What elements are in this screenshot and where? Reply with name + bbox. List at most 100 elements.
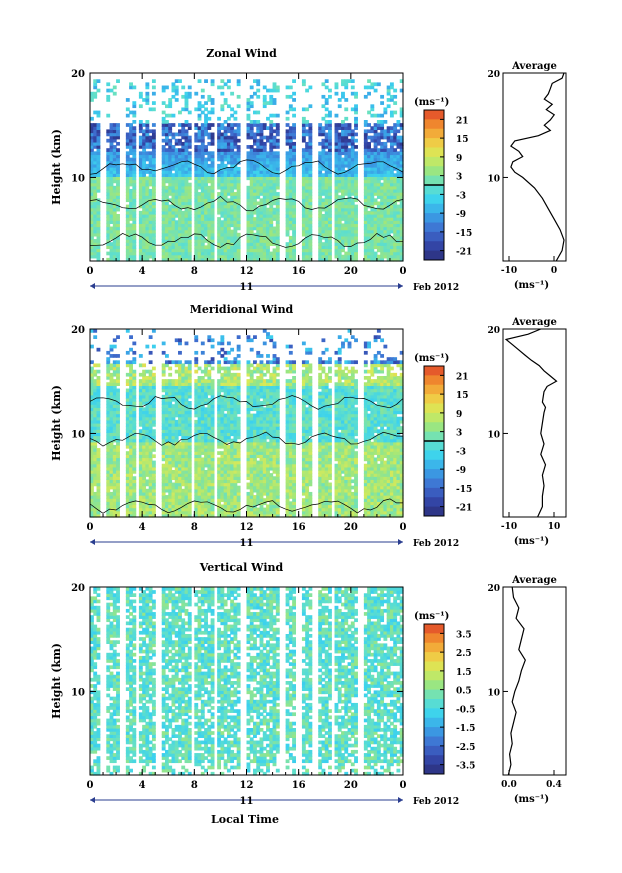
heatmap-cell — [318, 151, 323, 156]
heatmap-cell — [93, 476, 98, 480]
heatmap-cell — [324, 210, 329, 215]
heatmap-cell — [370, 82, 375, 87]
heatmap-cell — [197, 407, 202, 412]
heatmap-cell — [233, 223, 238, 228]
heatmap-cell — [292, 214, 297, 218]
heatmap-cell — [207, 123, 212, 127]
colorbar-unit: (ms⁻¹) — [414, 97, 449, 108]
heatmap-cell — [210, 192, 215, 196]
heatmap-cell — [266, 251, 270, 256]
heatmap-cell — [194, 198, 199, 203]
heatmap-cell — [116, 463, 120, 468]
heatmap-cell — [236, 145, 241, 149]
heatmap-cell — [109, 501, 114, 506]
heatmap-cell — [112, 151, 117, 156]
heatmap-cell — [210, 495, 215, 499]
heatmap-cell — [187, 457, 192, 462]
heatmap-cell — [106, 173, 111, 177]
heatmap-cell — [347, 192, 352, 196]
heatmap-cell — [328, 192, 332, 196]
colorbar-tick-label: 9 — [456, 154, 462, 164]
heatmap-cell — [253, 248, 257, 253]
heatmap-cell — [399, 257, 404, 262]
heatmap-cell — [266, 207, 270, 212]
heatmap-cell — [272, 113, 277, 118]
heatmap-cell — [328, 126, 332, 130]
heatmap-cell — [328, 157, 332, 162]
heatmap-cell — [187, 248, 192, 253]
heatmap-cell — [151, 413, 156, 418]
heatmap-cell — [142, 148, 147, 152]
heatmap-cell — [275, 141, 280, 146]
heatmap-cell — [288, 239, 293, 243]
heatmap-cell — [288, 223, 293, 228]
heatmap-cell — [138, 123, 143, 127]
heatmap-cell — [174, 138, 179, 143]
heatmap-cell — [194, 338, 199, 343]
heatmap-cell — [262, 257, 267, 262]
heatmap-cell — [253, 251, 257, 256]
heatmap-cell — [161, 451, 166, 455]
heatmap-cell — [178, 429, 182, 433]
heatmap-cell — [116, 192, 120, 196]
heatmap-cell — [106, 192, 111, 196]
heatmap-cell — [116, 501, 120, 506]
heatmap-cell — [109, 188, 114, 193]
heatmap-cell — [226, 85, 231, 90]
heatmap-cell — [354, 91, 358, 96]
heatmap-cell — [269, 138, 274, 143]
heatmap-cell — [168, 245, 173, 250]
heatmap-cell — [246, 223, 251, 228]
heatmap-cell — [370, 204, 375, 209]
heatmap-cell — [151, 466, 156, 471]
heatmap-cell — [138, 254, 143, 259]
heatmap-cell — [161, 513, 166, 518]
heatmap-cell — [308, 192, 313, 196]
heatmap-cell — [207, 235, 212, 240]
heatmap-cell — [197, 116, 202, 121]
heatmap-cell — [337, 245, 342, 250]
heatmap-cell — [174, 379, 179, 383]
heatmap-cell — [109, 141, 114, 146]
heatmap-cell — [236, 173, 241, 177]
heatmap-cell — [142, 141, 147, 146]
heatmap-cell — [269, 185, 274, 190]
heatmap-cell — [194, 157, 199, 162]
heatmap-cell — [174, 151, 179, 156]
heatmap-cell — [350, 188, 355, 193]
heatmap-cell — [233, 154, 238, 159]
heatmap-cell — [129, 510, 133, 515]
heatmap-cell — [125, 479, 130, 484]
heatmap-cell — [125, 151, 130, 156]
heatmap-cell — [354, 138, 358, 143]
heatmap-cell — [399, 113, 404, 118]
heatmap-cell — [207, 167, 212, 171]
heatmap-cell — [285, 151, 290, 156]
heatmap-cell — [112, 226, 117, 231]
heatmap-cell — [178, 163, 182, 168]
heatmap-cell — [142, 476, 147, 480]
heatmap-cell — [223, 192, 228, 196]
heatmap-cell — [334, 154, 339, 159]
heatmap-cell — [171, 179, 176, 184]
heatmap-cell — [148, 379, 153, 383]
heatmap-cell — [164, 510, 169, 515]
heatmap-cell — [337, 232, 342, 237]
heatmap-cell — [217, 242, 222, 246]
heatmap-cell — [109, 151, 114, 156]
heatmap-cell — [178, 482, 182, 487]
heatmap-cell — [132, 113, 137, 118]
heatmap-cell — [171, 85, 176, 90]
heatmap-cell — [171, 157, 176, 162]
heatmap-cell — [376, 204, 381, 209]
heatmap-cell — [187, 201, 192, 206]
heatmap-cell — [347, 239, 352, 243]
heatmap-cell — [210, 451, 215, 455]
heatmap-cell — [266, 220, 270, 224]
heatmap-cell — [142, 257, 147, 262]
heatmap-cell — [399, 185, 404, 190]
heatmap-cell — [174, 79, 179, 83]
heatmap-cell — [148, 463, 153, 468]
heatmap-cell — [161, 498, 166, 502]
heatmap-cell — [129, 423, 133, 427]
